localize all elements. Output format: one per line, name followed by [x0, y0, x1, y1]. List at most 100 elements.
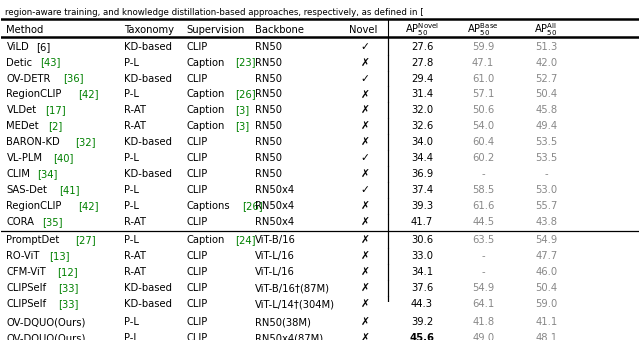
Text: ViT-B/16: ViT-B/16 — [255, 235, 296, 245]
Text: [17]: [17] — [45, 105, 66, 115]
Text: ✗: ✗ — [361, 137, 370, 147]
Text: CLIM: CLIM — [6, 169, 30, 179]
Text: P-L: P-L — [124, 185, 139, 195]
Text: 33.0: 33.0 — [411, 251, 433, 261]
Text: Captions: Captions — [186, 201, 230, 211]
Text: Novel: Novel — [349, 25, 378, 35]
Text: RN50x4: RN50x4 — [255, 201, 294, 211]
Text: ✗: ✗ — [361, 317, 370, 327]
Text: CLIP: CLIP — [186, 169, 207, 179]
Text: RN50: RN50 — [255, 137, 282, 147]
Text: KD-based: KD-based — [124, 41, 172, 52]
Text: CFM-ViT: CFM-ViT — [6, 267, 46, 277]
Text: R-AT: R-AT — [124, 217, 146, 227]
Text: ✗: ✗ — [361, 251, 370, 261]
Text: Caption: Caption — [186, 235, 225, 245]
Text: 50.4: 50.4 — [535, 89, 557, 99]
Text: 41.1: 41.1 — [535, 317, 557, 327]
Text: 32.6: 32.6 — [411, 121, 433, 131]
Text: CORA: CORA — [6, 217, 35, 227]
Text: 37.4: 37.4 — [411, 185, 433, 195]
Text: RegionCLIP: RegionCLIP — [6, 89, 62, 99]
Text: 36.9: 36.9 — [411, 169, 433, 179]
Text: -: - — [481, 169, 485, 179]
Text: 55.7: 55.7 — [535, 201, 557, 211]
Text: [36]: [36] — [63, 73, 84, 84]
Text: OV-DETR: OV-DETR — [6, 73, 51, 84]
Text: 41.7: 41.7 — [411, 217, 433, 227]
Text: 49.0: 49.0 — [472, 333, 494, 340]
Text: KD-based: KD-based — [124, 299, 172, 309]
Text: 63.5: 63.5 — [472, 235, 494, 245]
Text: 60.4: 60.4 — [472, 137, 494, 147]
Text: Caption: Caption — [186, 89, 225, 99]
Text: ✗: ✗ — [361, 217, 370, 227]
Text: RO-ViT: RO-ViT — [6, 251, 40, 261]
Text: [33]: [33] — [58, 283, 79, 293]
Text: 39.3: 39.3 — [411, 201, 433, 211]
Text: region-aware training, and knowledge distillation-based approaches, respectively: region-aware training, and knowledge dis… — [4, 8, 423, 17]
Text: ViT-L/14†(304M): ViT-L/14†(304M) — [255, 299, 335, 309]
Text: 29.4: 29.4 — [411, 73, 433, 84]
Text: 46.0: 46.0 — [535, 267, 557, 277]
Text: -: - — [481, 267, 485, 277]
Text: P-L: P-L — [124, 153, 139, 163]
Text: [33]: [33] — [58, 299, 79, 309]
Text: ✗: ✗ — [361, 105, 370, 115]
Text: 53.5: 53.5 — [535, 153, 557, 163]
Text: $\mathrm{AP}_{50}^{\mathrm{All}}$: $\mathrm{AP}_{50}^{\mathrm{All}}$ — [534, 21, 558, 38]
Text: [6]: [6] — [36, 41, 50, 52]
Text: OV-DQUO(Ours): OV-DQUO(Ours) — [6, 317, 86, 327]
Text: P-L: P-L — [124, 235, 139, 245]
Text: ✗: ✗ — [361, 89, 370, 99]
Text: RN50: RN50 — [255, 89, 282, 99]
Text: $\mathrm{AP}_{50}^{\mathrm{Novel}}$: $\mathrm{AP}_{50}^{\mathrm{Novel}}$ — [405, 21, 439, 38]
Text: 61.6: 61.6 — [472, 201, 494, 211]
Text: 27.8: 27.8 — [411, 57, 433, 68]
Text: 48.1: 48.1 — [535, 333, 557, 340]
Text: 43.8: 43.8 — [535, 217, 557, 227]
Text: [12]: [12] — [58, 267, 78, 277]
Text: 37.6: 37.6 — [411, 283, 433, 293]
Text: CLIP: CLIP — [186, 153, 207, 163]
Text: KD-based: KD-based — [124, 169, 172, 179]
Text: RegionCLIP: RegionCLIP — [6, 201, 62, 211]
Text: 47.1: 47.1 — [472, 57, 494, 68]
Text: ViT-L/16: ViT-L/16 — [255, 251, 295, 261]
Text: CLIP: CLIP — [186, 137, 207, 147]
Text: [26]: [26] — [236, 89, 256, 99]
Text: [32]: [32] — [76, 137, 96, 147]
Text: 31.4: 31.4 — [411, 89, 433, 99]
Text: ViT-L/16: ViT-L/16 — [255, 267, 295, 277]
Text: ✗: ✗ — [361, 283, 370, 293]
Text: R-AT: R-AT — [124, 121, 146, 131]
Text: RN50: RN50 — [255, 73, 282, 84]
Text: Backbone: Backbone — [255, 25, 304, 35]
Text: CLIP: CLIP — [186, 41, 207, 52]
Text: CLIPSelf: CLIPSelf — [6, 299, 47, 309]
Text: [42]: [42] — [77, 89, 98, 99]
Text: ViT-B/16†(87M): ViT-B/16†(87M) — [255, 283, 330, 293]
Text: RN50: RN50 — [255, 57, 282, 68]
Text: 50.4: 50.4 — [535, 283, 557, 293]
Text: [35]: [35] — [42, 217, 63, 227]
Text: 59.0: 59.0 — [535, 299, 557, 309]
Text: ✓: ✓ — [361, 73, 370, 84]
Text: ✗: ✗ — [361, 333, 370, 340]
Text: [3]: [3] — [236, 105, 250, 115]
Text: [27]: [27] — [75, 235, 95, 245]
Text: 27.6: 27.6 — [411, 41, 433, 52]
Text: CLIP: CLIP — [186, 267, 207, 277]
Text: [13]: [13] — [49, 251, 70, 261]
Text: RN50x4: RN50x4 — [255, 185, 294, 195]
Text: [43]: [43] — [40, 57, 60, 68]
Text: Caption: Caption — [186, 57, 225, 68]
Text: [26]: [26] — [242, 201, 263, 211]
Text: 34.4: 34.4 — [411, 153, 433, 163]
Text: KD-based: KD-based — [124, 283, 172, 293]
Text: 53.5: 53.5 — [535, 137, 557, 147]
Text: CLIPSelf: CLIPSelf — [6, 283, 47, 293]
Text: [3]: [3] — [236, 121, 250, 131]
Text: RN50x4: RN50x4 — [255, 217, 294, 227]
Text: [34]: [34] — [37, 169, 58, 179]
